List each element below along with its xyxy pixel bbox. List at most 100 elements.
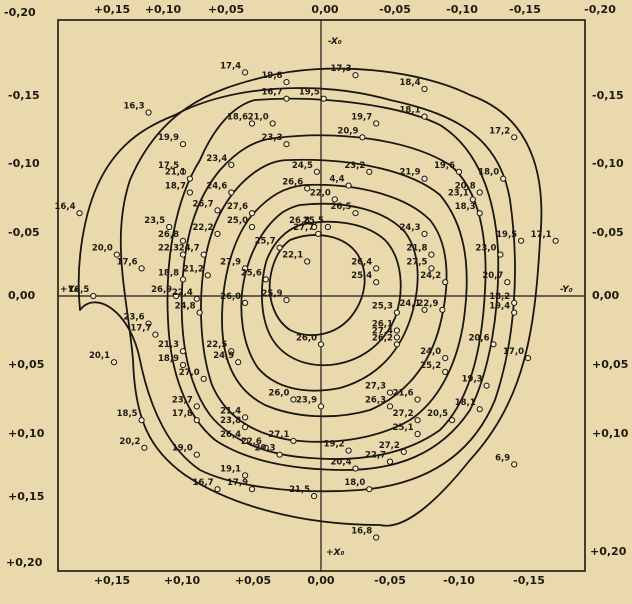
orbit-point-marker (414, 417, 421, 424)
orbit-track-7 (240, 202, 419, 392)
orbit-point-label: 26,9 (151, 285, 172, 295)
orbit-point-marker (373, 265, 380, 272)
orbit-point-label: 22,9 (417, 299, 438, 309)
orbit-point-label: 25,9 (262, 289, 283, 299)
orbit-point-marker (497, 251, 504, 258)
orbit-point-marker (366, 168, 373, 175)
orbit-point-label: 21,8 (406, 244, 427, 254)
orbit-point-label: 23,7 (172, 395, 193, 405)
orbit-point-label: 27,3 (365, 382, 386, 392)
orbit-point-label: 23,8 (220, 416, 241, 426)
orbit-point-label: 22,5 (206, 340, 227, 350)
orbit-point-marker (276, 244, 283, 251)
orbit-point-label: 17,9 (227, 478, 248, 488)
orbit-point-marker (262, 276, 269, 283)
orbit-point-marker (421, 85, 428, 93)
orbit-point-label: 20,3 (255, 444, 276, 454)
orbit-point-marker (511, 134, 518, 141)
orbit-point-label: 21,5 (289, 485, 310, 495)
orbit-point-marker (449, 417, 456, 424)
y-tick-left: 0,00 (8, 289, 35, 302)
orbit-point-marker (311, 493, 318, 500)
orbit-point-label: 17,4 (220, 61, 241, 71)
orbit-point-label: 18,8 (158, 268, 179, 278)
orbit-point-label: 24,6 (206, 182, 227, 192)
orbit-point-label: 20,8 (455, 182, 476, 192)
x-tick-bottom: +0,15 (94, 574, 130, 587)
orbit-point-marker (113, 251, 120, 258)
orbit-point-label: 21,3 (158, 340, 179, 350)
orbit-point-label: 24,8 (175, 302, 196, 312)
orbit-point-label: 19,1 (220, 464, 241, 474)
orbit-point-label: 19,8 (262, 71, 283, 81)
orbit-point-label: 26,7 (193, 199, 214, 209)
y-tick-left: -0,15 (8, 89, 40, 102)
orbit-point-marker (442, 355, 449, 362)
orbit-point-marker (442, 368, 449, 375)
orbit-point-label: 23,9 (296, 395, 317, 405)
orbit-point-label: 26,8 (158, 230, 179, 240)
orbit-point-label: 21,1 (165, 168, 186, 178)
orbit-point-marker (386, 389, 394, 396)
orbit-point-label: 24,2 (420, 271, 441, 281)
orbit-point-marker (400, 448, 407, 455)
orbit-point-marker (476, 406, 483, 413)
orbit-point-label: 26,0 (296, 333, 317, 343)
orbit-point-marker (242, 69, 249, 76)
orbit-point-marker (179, 361, 187, 369)
orbit-point-label: 25,2 (420, 361, 441, 371)
x-tick-top: 0,00 (311, 3, 338, 16)
orbit-point-label: 27,2 (379, 441, 400, 451)
x-tick-top: -0,20 (584, 3, 616, 16)
orbit-point-marker (242, 472, 249, 479)
orbit-track-outer (119, 67, 543, 527)
orbit-point-marker (242, 265, 249, 272)
orbit-point-label: 20,5 (427, 409, 448, 419)
orbit-point-label: 20,1 (89, 351, 110, 361)
orbit-point-marker (393, 309, 400, 316)
y-tick-left: +0,05 (8, 358, 44, 371)
y-tick-right: -0,05 (592, 226, 624, 239)
orbit-point-marker (138, 265, 145, 272)
orbit-point-marker (393, 327, 400, 334)
orbit-point-marker (421, 306, 428, 313)
orbit-point-marker (90, 292, 97, 300)
orbit-point-label: 24,5 (292, 161, 313, 171)
y-tick-right: +0,10 (592, 427, 629, 440)
orbit-point-label: 26,5 (331, 202, 352, 212)
orbit-point-label: 19,6 (434, 161, 455, 171)
orbit-point-marker (179, 348, 187, 355)
orbit-point-label: 25,6 (241, 268, 262, 278)
orbit-point-marker (248, 210, 256, 217)
orbit-track-5 (200, 158, 468, 443)
orbit-point-label: 26,2 (372, 333, 393, 343)
orbit-point-label: 27,0 (179, 368, 200, 378)
orbit-point-label: 4,4 (330, 175, 345, 185)
orbit-point-label: 23,6 (124, 313, 145, 323)
orbit-point-label: 27,6 (227, 202, 248, 212)
orbit-point-label: 19,7 (351, 113, 372, 123)
orbit-point-marker (352, 465, 359, 472)
orbit-point-label: 25,0 (227, 216, 248, 226)
orbit-point-label: 18,1 (455, 398, 476, 408)
orbit-point-marker (317, 403, 325, 410)
orbit-point-marker (386, 458, 394, 465)
orbit-point-label: 21,4 (220, 406, 241, 416)
orbit-point-marker (304, 185, 311, 192)
orbit-point-marker (173, 292, 180, 300)
orbit-point-marker (138, 417, 145, 424)
orbit-point-marker (511, 461, 518, 468)
y-tick-right: -0,10 (592, 157, 624, 170)
orbit-point-marker (324, 223, 331, 231)
y-tick-left: -0,10 (8, 157, 40, 170)
y-tick-right: +0,05 (592, 358, 628, 371)
orbit-track-core (268, 234, 366, 337)
x-tick-bottom: -0,10 (443, 574, 475, 587)
y-left-axis-label: +Y₀ (60, 285, 78, 295)
orbit-point-marker (262, 444, 269, 451)
orbit-point-label: 18,9 (158, 354, 179, 364)
orbit-point-marker (276, 451, 283, 458)
y-tick-left: -0,20 (4, 6, 36, 19)
orbit-point-marker (311, 223, 318, 231)
